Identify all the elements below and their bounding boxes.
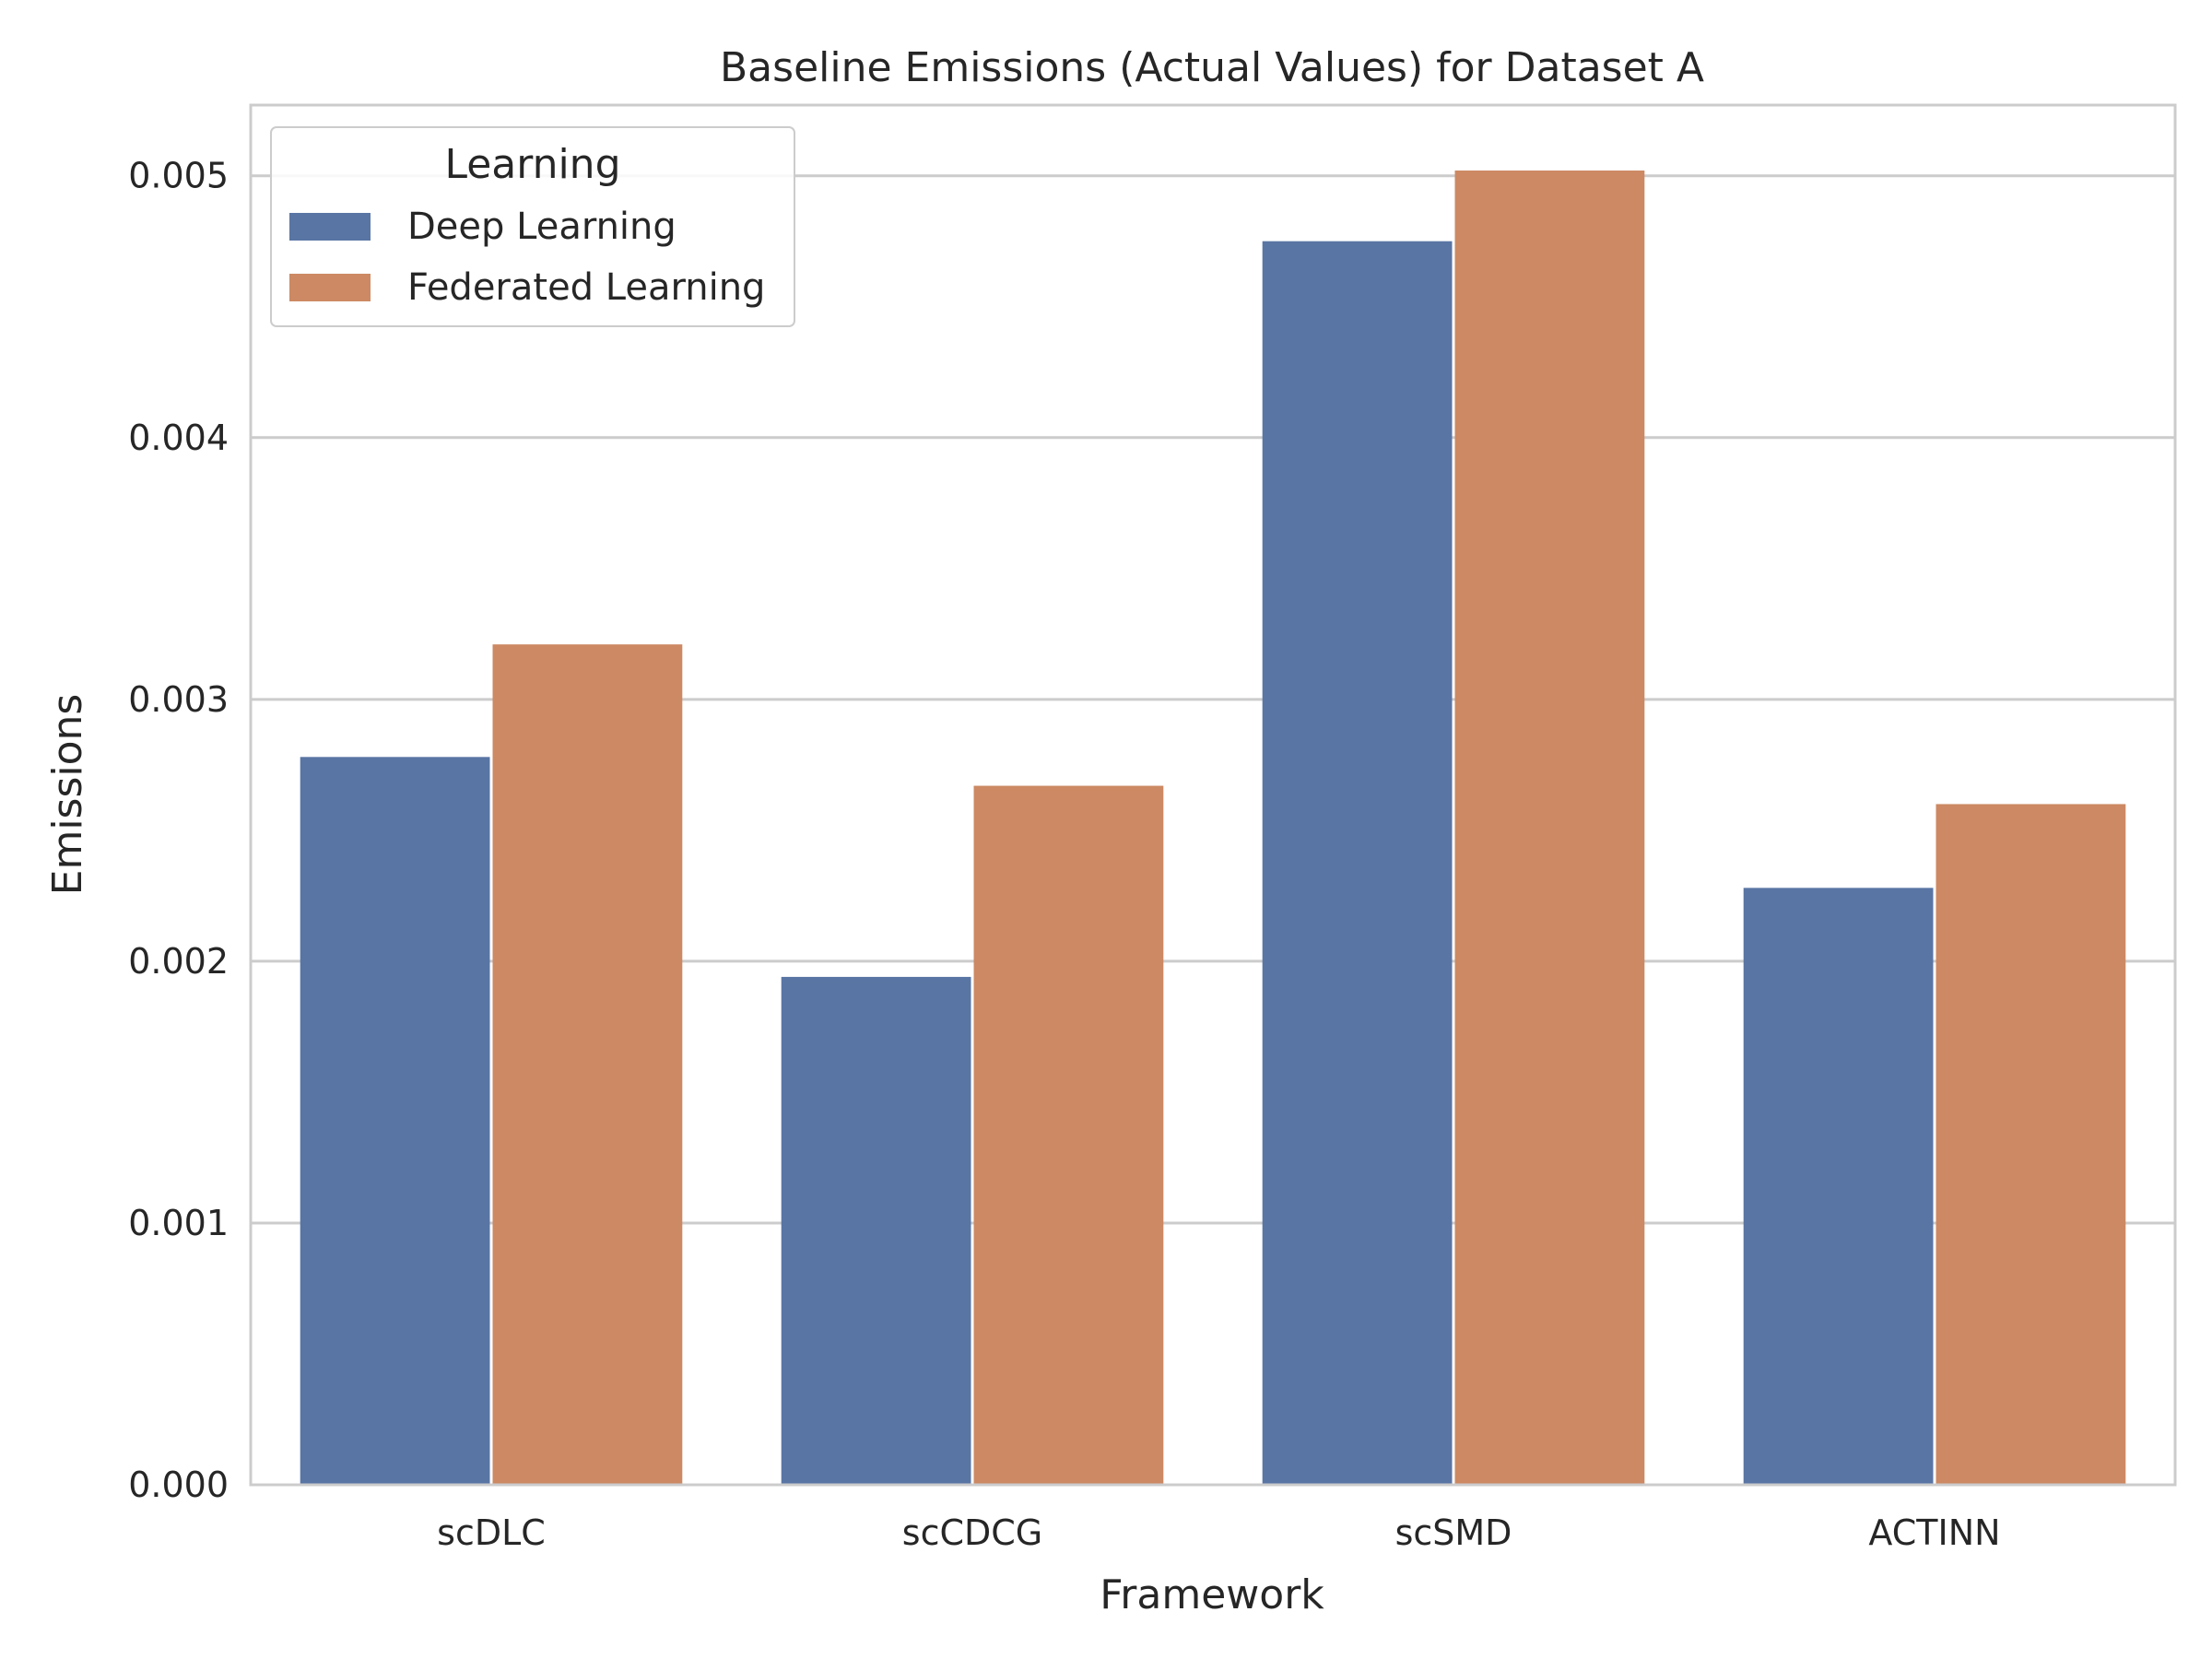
bar-actinn-federated-learning <box>1936 804 2126 1485</box>
x-tick-label: scSMD <box>1395 1512 1512 1553</box>
legend-label-federated-learning: Federated Learning <box>407 266 765 309</box>
bar-scsmd-federated-learning <box>1454 171 1645 1486</box>
y-tick-label: 0.001 <box>128 1203 229 1243</box>
y-tick-label: 0.003 <box>128 679 229 720</box>
legend: Learning Deep Learning Federated Learnin… <box>270 126 795 327</box>
legend-swatch-deep-learning <box>289 213 371 241</box>
bars <box>300 171 2126 1486</box>
bar-sccdcg-federated-learning <box>973 785 1164 1485</box>
x-tick-labels: scDLC scCDCG scSMD ACTINN <box>437 1512 2000 1553</box>
y-axis-label: Emissions <box>44 694 91 896</box>
y-tick-label: 0.002 <box>128 941 229 982</box>
x-tick-label: ACTINN <box>1868 1512 2000 1553</box>
legend-label-deep-learning: Deep Learning <box>407 206 677 248</box>
bar-scsmd-deep-learning <box>1262 241 1453 1486</box>
y-tick-labels: 0.000 0.001 0.002 0.003 0.004 0.005 <box>128 156 229 1505</box>
bar-sccdcg-deep-learning <box>781 976 971 1485</box>
y-tick-label: 0.004 <box>128 418 229 458</box>
x-axis-label: Framework <box>1100 1571 1324 1618</box>
y-tick-label: 0.000 <box>128 1465 229 1505</box>
bar-actinn-deep-learning <box>1743 888 1934 1485</box>
plot-frame <box>249 103 2177 1487</box>
legend-title: Learning <box>444 141 620 188</box>
legend-box <box>270 126 795 327</box>
chart-title: Baseline Emissions (Actual Values) for D… <box>720 44 1704 91</box>
legend-swatch-federated-learning <box>289 274 371 301</box>
bar-scdlc-federated-learning <box>492 644 683 1485</box>
bar-scdlc-deep-learning <box>300 757 490 1485</box>
y-tick-label: 0.005 <box>128 156 229 196</box>
x-tick-label: scDLC <box>437 1512 546 1553</box>
x-tick-label: scCDCG <box>902 1512 1042 1553</box>
